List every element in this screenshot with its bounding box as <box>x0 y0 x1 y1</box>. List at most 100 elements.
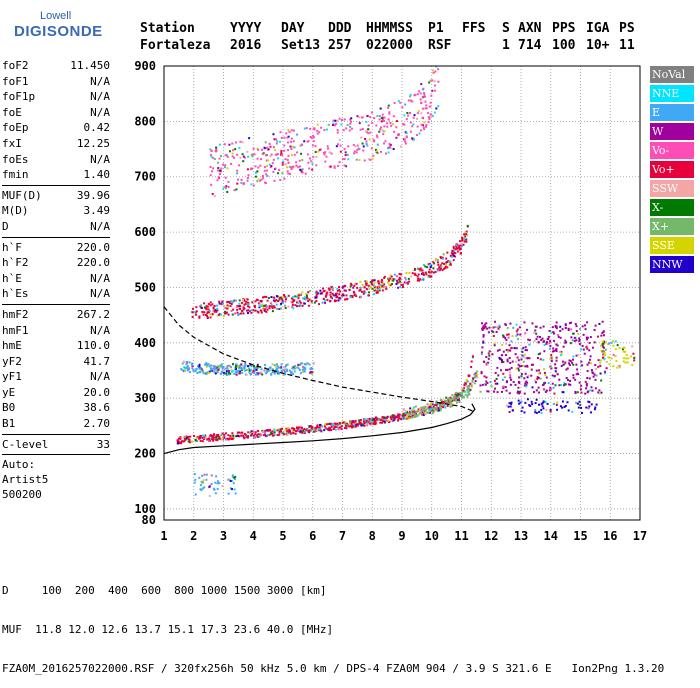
echo-point <box>232 308 235 311</box>
echo-point <box>517 363 520 366</box>
echo-point <box>450 399 453 402</box>
echo-point <box>593 408 596 411</box>
echo-point <box>452 254 455 257</box>
echo-point <box>224 310 227 313</box>
echo-point <box>228 301 231 304</box>
echo-point <box>348 288 351 291</box>
echo-point <box>202 371 205 374</box>
echo-point <box>285 429 288 432</box>
legend-item-sse: SSE <box>650 237 694 254</box>
echo-point <box>301 168 304 171</box>
echo-point <box>578 381 581 384</box>
echo-point <box>408 415 411 418</box>
echo-point <box>280 136 283 139</box>
echo-point <box>429 407 432 410</box>
echo-point <box>429 263 432 266</box>
echo-point <box>316 424 319 427</box>
echo-point <box>444 402 447 405</box>
echo-point <box>465 238 468 241</box>
logo-digisonde-text: DIGISONDE <box>14 23 103 40</box>
echo-point <box>424 107 427 110</box>
echo-point <box>257 372 260 375</box>
header-value: 714 <box>518 38 542 53</box>
echo-point <box>292 296 295 299</box>
echo-point <box>329 299 332 302</box>
echo-point <box>531 403 534 406</box>
echo-point <box>225 185 228 188</box>
echo-point <box>335 122 338 125</box>
echo-point <box>255 309 258 312</box>
echo-point <box>332 119 335 122</box>
echo-point <box>465 379 468 382</box>
echo-point <box>278 372 281 375</box>
echo-point <box>507 405 510 408</box>
echo-point <box>211 192 214 195</box>
x-tick-labels: 1 2 3 4 5 6 7 8 9 10 11 12 13 14 15 16 17 <box>160 529 647 543</box>
echo-point <box>287 154 290 157</box>
echo-point <box>509 376 512 379</box>
echo-point <box>187 438 190 441</box>
echo-point <box>198 316 201 319</box>
echo-point <box>420 270 423 273</box>
echo-point <box>280 152 283 155</box>
echo-point <box>397 100 400 103</box>
echo-point <box>538 403 541 406</box>
echo-point <box>344 289 347 292</box>
echo-point <box>437 68 440 71</box>
echo-point <box>282 293 285 296</box>
echo-point <box>425 107 428 110</box>
echo-point <box>555 325 558 328</box>
echo-point <box>579 403 582 406</box>
echo-point <box>234 365 237 368</box>
echo-point <box>488 326 491 329</box>
echo-point <box>295 430 298 433</box>
echo-point <box>354 145 357 148</box>
echo-point <box>244 433 247 436</box>
echo-point <box>291 427 294 430</box>
echo-point <box>226 373 229 376</box>
echo-point <box>215 367 218 370</box>
echo-point <box>323 423 326 426</box>
param-group-muf: MUF(D) 39.96 M(D) 3.49 D N/A <box>2 188 110 235</box>
echo-point <box>205 314 208 317</box>
echo-point <box>413 416 416 419</box>
echo-point <box>586 321 589 324</box>
echo-point <box>310 429 313 432</box>
echo-point <box>272 133 275 136</box>
echo-point <box>462 243 465 246</box>
echo-point <box>407 277 410 280</box>
echo-point <box>534 408 537 411</box>
echo-point <box>286 433 289 436</box>
echo-point <box>345 427 348 430</box>
echo-point <box>526 364 529 367</box>
echo-point <box>539 335 542 338</box>
echo-point <box>313 127 316 130</box>
echo-point <box>348 423 351 426</box>
echo-point <box>229 479 232 482</box>
echo-point <box>421 116 424 119</box>
echo-point <box>553 332 556 335</box>
echo-point <box>433 407 436 410</box>
echo-point <box>498 348 501 351</box>
echo-point <box>509 378 512 381</box>
echo-point <box>393 130 396 133</box>
x-tick-label: 1 <box>160 529 167 543</box>
echo-point <box>226 365 229 368</box>
echo-point <box>205 373 208 376</box>
echo-point <box>378 284 381 287</box>
echo-point <box>446 251 449 254</box>
echo-point <box>338 286 341 289</box>
echo-point <box>188 441 191 444</box>
echo-point <box>554 384 557 387</box>
echo-point <box>248 367 251 370</box>
echo-point <box>416 117 419 120</box>
echo-point <box>441 256 444 259</box>
echo-point <box>366 421 369 424</box>
echo-point <box>432 261 435 264</box>
echo-point <box>560 352 563 355</box>
y-tick-label: 500 <box>134 280 156 294</box>
param-row: foEs N/A <box>2 152 110 168</box>
echo-trace <box>176 354 474 445</box>
echo-point <box>604 372 607 375</box>
echo-point <box>285 364 288 367</box>
